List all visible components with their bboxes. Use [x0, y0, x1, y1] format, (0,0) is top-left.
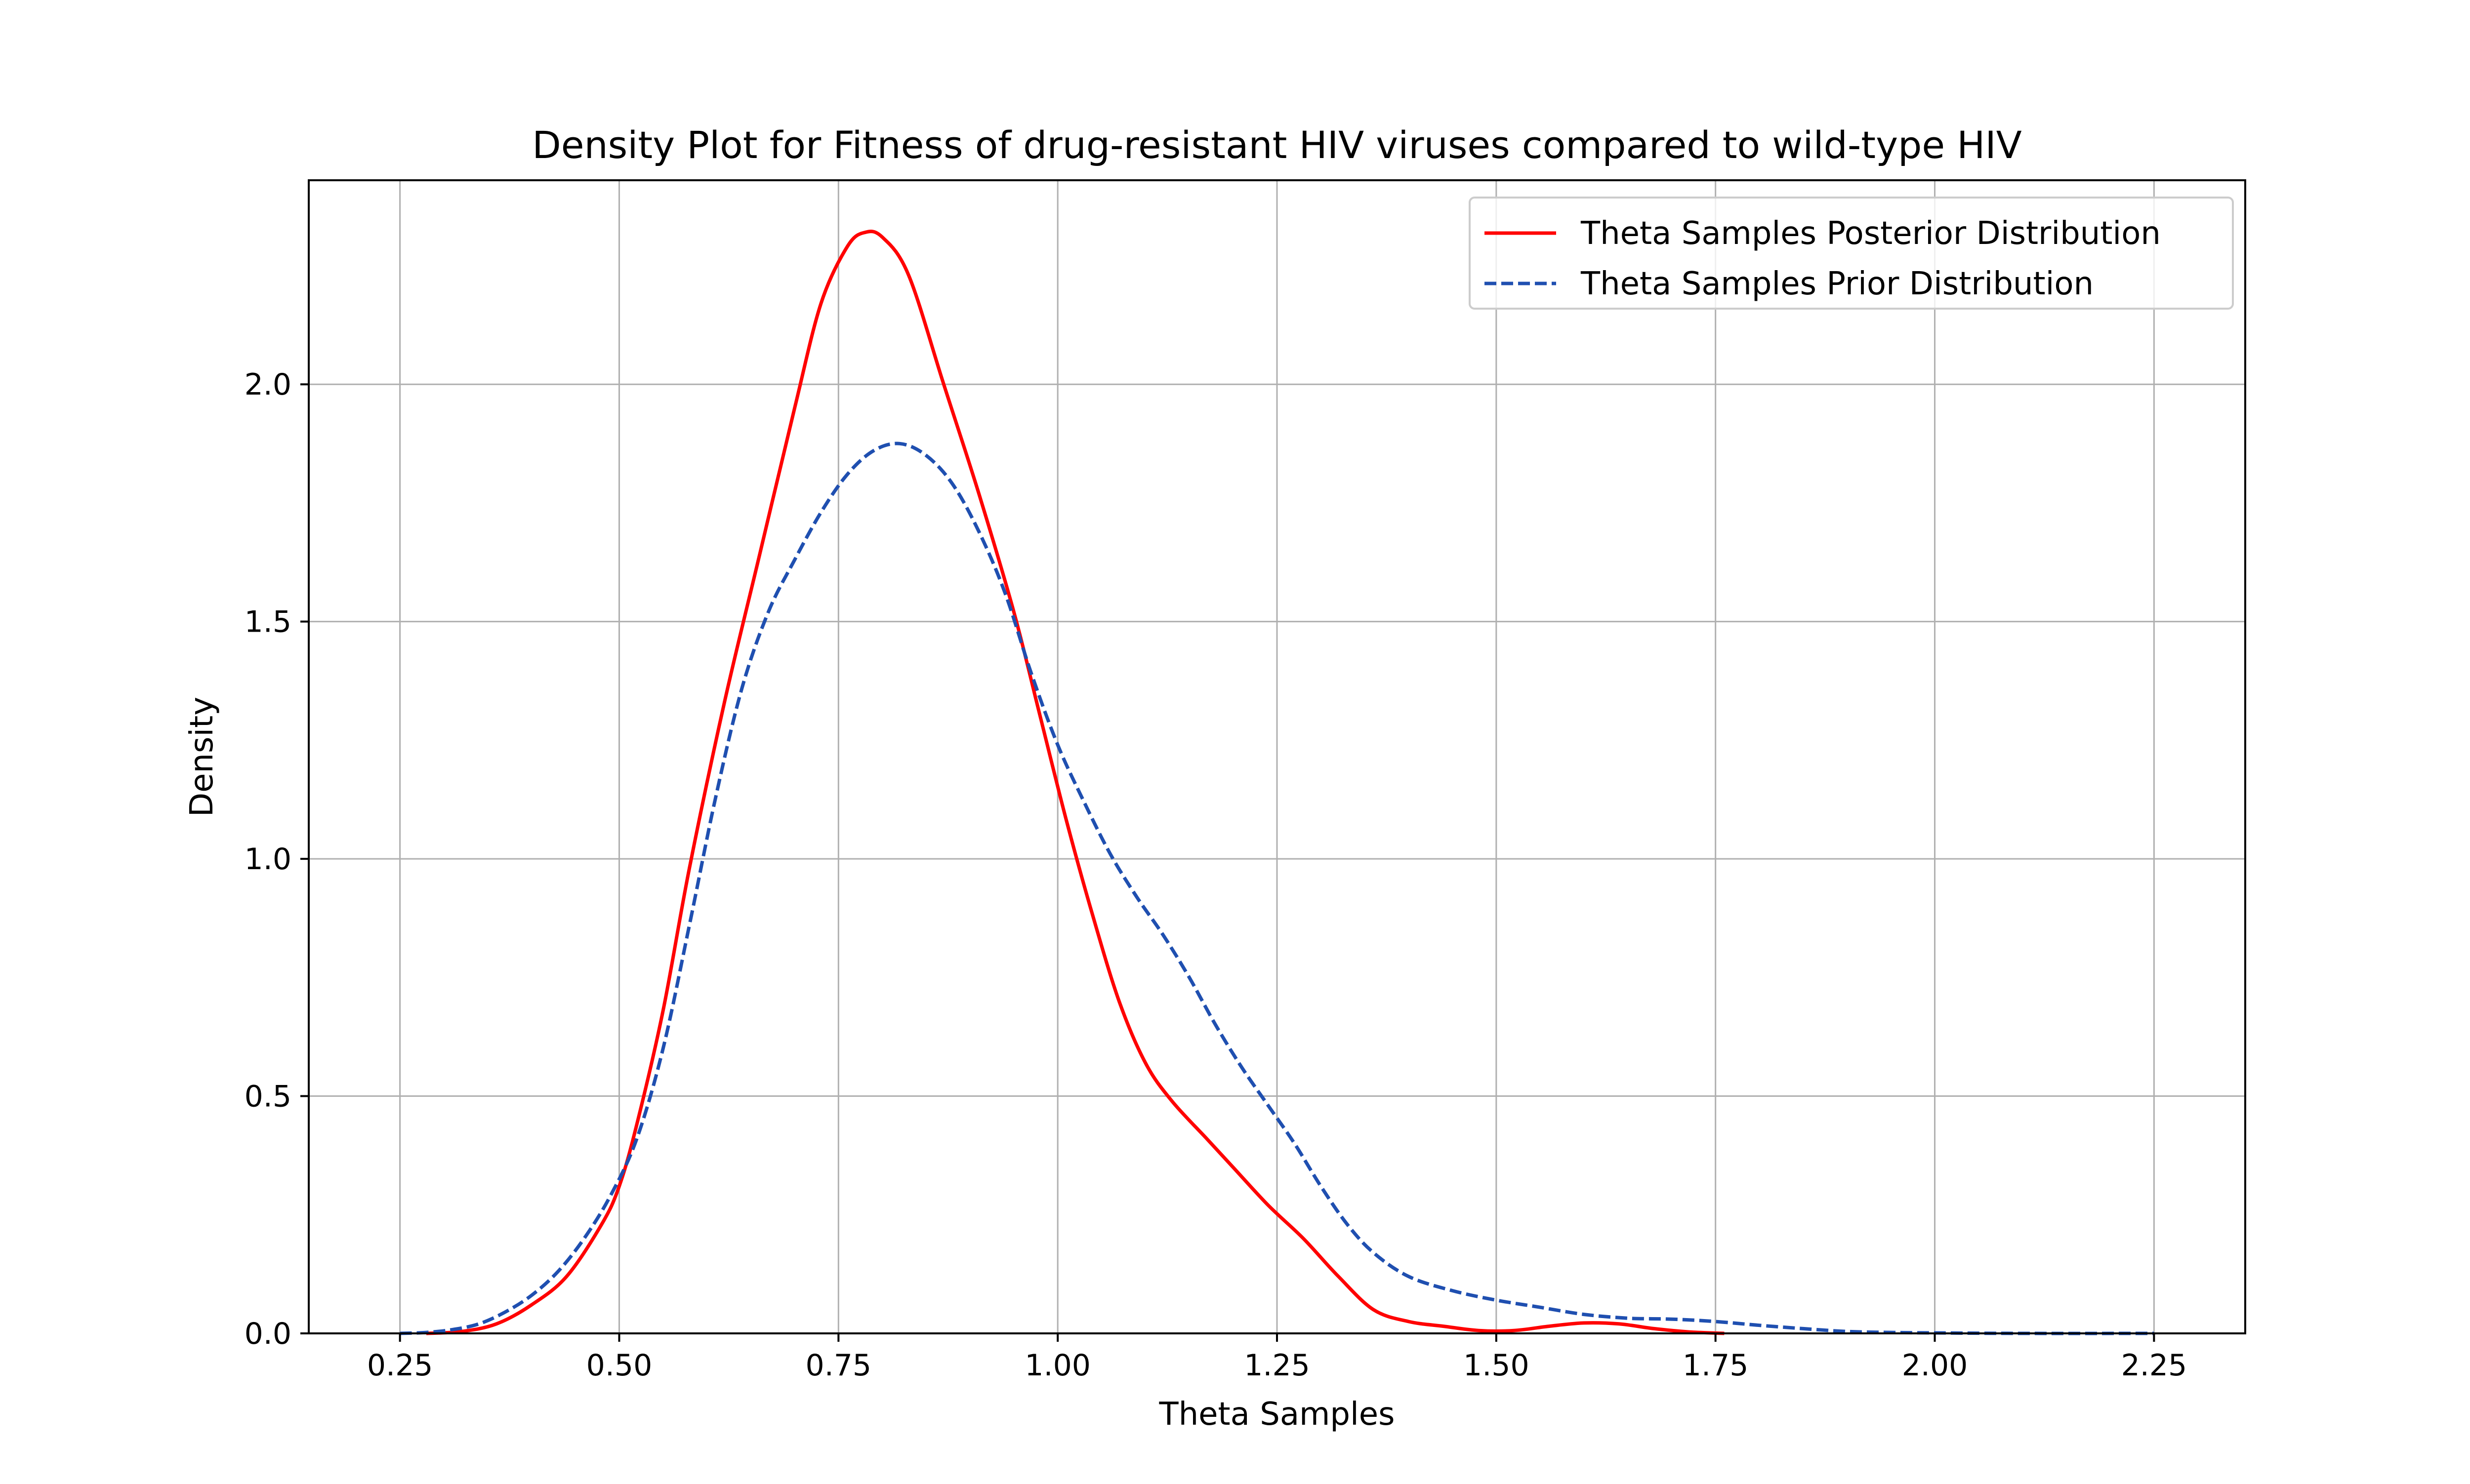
x-tick-label: 1.50 [1463, 1348, 1529, 1383]
y-tick-label: 0.5 [245, 1080, 291, 1114]
axes: 0.25 0.50 0.75 1.00 1.25 1.50 1.75 2.00 2.25 0.0 0… [245, 367, 2187, 1383]
legend-box [1469, 197, 2234, 310]
legend-label-prior: Theta Samples Prior Distribution [1580, 266, 2094, 302]
x-tick-label: 1.75 [1683, 1348, 1749, 1383]
prior-density-line [400, 441, 2154, 1335]
x-tick-label: 1.25 [1244, 1348, 1310, 1383]
y-tick-label: 0.0 [245, 1317, 291, 1351]
y-tick-label: 2.0 [245, 367, 291, 402]
legend-label-posterior: Theta Samples Posterior Distribution [1580, 215, 2161, 252]
y-tick-label: 1.5 [245, 605, 291, 640]
series-layer [400, 230, 2154, 1335]
posterior-density-line [426, 230, 1725, 1335]
x-tick-label: 0.50 [586, 1348, 653, 1383]
y-axis-label: Density [184, 697, 220, 817]
x-tick-label: 2.00 [1902, 1348, 1968, 1383]
x-tick-label: 0.25 [367, 1348, 433, 1383]
y-tick-label: 1.0 [245, 842, 291, 877]
x-tick-label: 2.25 [2121, 1348, 2187, 1383]
chart-title: Density Plot for Fitness of drug-resista… [532, 123, 2022, 167]
legend: Theta Samples Posterior Distribution The… [1469, 197, 2234, 310]
x-tick-label: 0.75 [806, 1348, 872, 1383]
x-tick-label: 1.00 [1025, 1348, 1091, 1383]
x-axis-label: Theta Samples [1159, 1396, 1395, 1433]
